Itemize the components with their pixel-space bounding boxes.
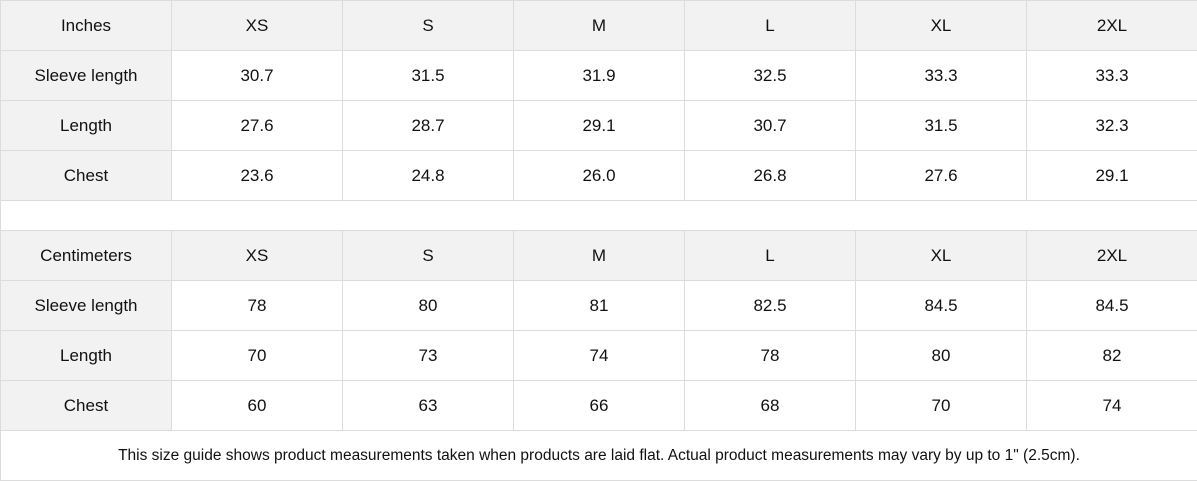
size-header: L bbox=[685, 231, 856, 281]
unit-label: Inches bbox=[1, 1, 172, 51]
size-header: 2XL bbox=[1027, 231, 1197, 281]
size-header: 2XL bbox=[1027, 1, 1197, 51]
spacer-row bbox=[1, 201, 1197, 231]
measurement-cell: 28.7 bbox=[343, 101, 514, 151]
size-header: L bbox=[685, 1, 856, 51]
measurement-cell: 60 bbox=[172, 381, 343, 431]
size-header: M bbox=[514, 1, 685, 51]
measurement-cell: 31.5 bbox=[856, 101, 1027, 151]
measurement-cell: 30.7 bbox=[172, 51, 343, 101]
measurement-cell: 32.5 bbox=[685, 51, 856, 101]
spacer bbox=[1, 201, 1197, 231]
measurement-cell: 27.6 bbox=[856, 151, 1027, 201]
row-label: Sleeve length bbox=[1, 51, 172, 101]
measurement-cell: 23.6 bbox=[172, 151, 343, 201]
measurement-cell: 31.5 bbox=[343, 51, 514, 101]
measurement-cell: 24.8 bbox=[343, 151, 514, 201]
measurement-cell: 84.5 bbox=[1027, 281, 1197, 331]
row-label: Sleeve length bbox=[1, 281, 172, 331]
measurement-cell: 33.3 bbox=[856, 51, 1027, 101]
measurement-cell: 82.5 bbox=[685, 281, 856, 331]
unit-label: Centimeters bbox=[1, 231, 172, 281]
measurement-cell: 82 bbox=[1027, 331, 1197, 381]
measurement-cell: 70 bbox=[172, 331, 343, 381]
measurement-cell: 84.5 bbox=[856, 281, 1027, 331]
size-header: S bbox=[343, 231, 514, 281]
measurement-cell: 29.1 bbox=[514, 101, 685, 151]
measurement-cell: 31.9 bbox=[514, 51, 685, 101]
size-header: M bbox=[514, 231, 685, 281]
size-header: XS bbox=[172, 231, 343, 281]
size-header: XS bbox=[172, 1, 343, 51]
measurement-cell: 73 bbox=[343, 331, 514, 381]
measurement-cell: 29.1 bbox=[1027, 151, 1197, 201]
measurement-cell: 80 bbox=[343, 281, 514, 331]
measurement-cell: 27.6 bbox=[172, 101, 343, 151]
row-label: Chest bbox=[1, 151, 172, 201]
size-header: XL bbox=[856, 1, 1027, 51]
measurement-cell: 80 bbox=[856, 331, 1027, 381]
size-header: S bbox=[343, 1, 514, 51]
measurement-cell: 81 bbox=[514, 281, 685, 331]
measurement-cell: 78 bbox=[172, 281, 343, 331]
measurement-cell: 74 bbox=[514, 331, 685, 381]
measurement-cell: 33.3 bbox=[1027, 51, 1197, 101]
measurement-cell: 30.7 bbox=[685, 101, 856, 151]
measurement-cell: 26.8 bbox=[685, 151, 856, 201]
measurement-cell: 32.3 bbox=[1027, 101, 1197, 151]
measurement-cell: 70 bbox=[856, 381, 1027, 431]
measurement-cell: 63 bbox=[343, 381, 514, 431]
measurement-cell: 68 bbox=[685, 381, 856, 431]
row-label: Length bbox=[1, 101, 172, 151]
measurement-cell: 78 bbox=[685, 331, 856, 381]
row-label: Length bbox=[1, 331, 172, 381]
measurement-cell: 66 bbox=[514, 381, 685, 431]
row-label: Chest bbox=[1, 381, 172, 431]
size-guide-note: This size guide shows product measuremen… bbox=[1, 431, 1197, 481]
measurement-cell: 26.0 bbox=[514, 151, 685, 201]
measurement-cell: 74 bbox=[1027, 381, 1197, 431]
size-header: XL bbox=[856, 231, 1027, 281]
note-row: This size guide shows product measuremen… bbox=[1, 431, 1197, 481]
